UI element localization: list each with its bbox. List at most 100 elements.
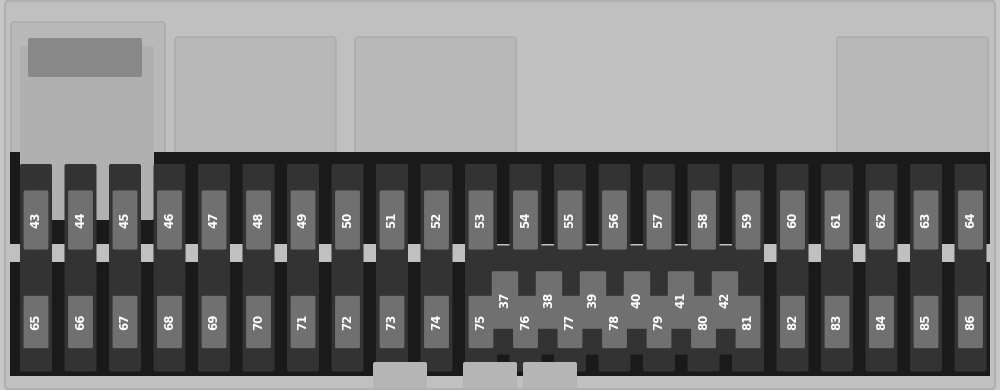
Text: 82: 82 — [786, 314, 799, 330]
FancyBboxPatch shape — [776, 164, 808, 276]
FancyBboxPatch shape — [424, 296, 449, 348]
FancyBboxPatch shape — [602, 296, 627, 348]
Text: 45: 45 — [119, 212, 132, 228]
FancyBboxPatch shape — [558, 296, 582, 348]
FancyBboxPatch shape — [113, 190, 137, 250]
FancyBboxPatch shape — [469, 296, 493, 348]
FancyBboxPatch shape — [602, 190, 627, 250]
Text: 54: 54 — [519, 212, 532, 228]
Text: 56: 56 — [608, 212, 621, 228]
FancyBboxPatch shape — [866, 164, 898, 276]
FancyBboxPatch shape — [332, 273, 364, 372]
FancyBboxPatch shape — [643, 273, 675, 372]
FancyBboxPatch shape — [825, 190, 849, 250]
FancyBboxPatch shape — [668, 271, 694, 329]
FancyBboxPatch shape — [732, 273, 764, 372]
FancyBboxPatch shape — [376, 273, 408, 372]
FancyBboxPatch shape — [291, 190, 315, 250]
FancyBboxPatch shape — [5, 1, 995, 389]
Text: 78: 78 — [608, 314, 621, 330]
Text: 81: 81 — [742, 314, 755, 330]
FancyBboxPatch shape — [380, 296, 404, 348]
FancyBboxPatch shape — [68, 190, 93, 250]
Text: 63: 63 — [920, 212, 932, 228]
FancyBboxPatch shape — [688, 164, 720, 276]
FancyBboxPatch shape — [109, 273, 141, 372]
FancyBboxPatch shape — [20, 273, 52, 372]
Bar — [10, 244, 990, 262]
FancyBboxPatch shape — [376, 164, 408, 276]
Text: 61: 61 — [830, 212, 844, 228]
Text: 41: 41 — [674, 292, 688, 308]
FancyBboxPatch shape — [246, 190, 271, 250]
FancyBboxPatch shape — [647, 296, 671, 348]
FancyBboxPatch shape — [20, 164, 52, 276]
FancyBboxPatch shape — [469, 190, 493, 250]
Text: 71: 71 — [296, 314, 310, 330]
Text: 73: 73 — [386, 314, 398, 330]
FancyBboxPatch shape — [554, 164, 586, 276]
FancyBboxPatch shape — [620, 245, 654, 355]
FancyBboxPatch shape — [954, 273, 986, 372]
FancyBboxPatch shape — [202, 296, 226, 348]
FancyBboxPatch shape — [64, 164, 96, 276]
Bar — [487, 207, 751, 352]
FancyBboxPatch shape — [28, 38, 142, 77]
FancyBboxPatch shape — [643, 164, 675, 276]
FancyBboxPatch shape — [465, 273, 497, 372]
Text: 39: 39 — [586, 292, 600, 308]
FancyBboxPatch shape — [198, 164, 230, 276]
FancyBboxPatch shape — [420, 273, 452, 372]
FancyBboxPatch shape — [776, 273, 808, 372]
FancyBboxPatch shape — [154, 273, 186, 372]
FancyBboxPatch shape — [869, 296, 894, 348]
Text: 64: 64 — [964, 212, 977, 228]
FancyBboxPatch shape — [910, 273, 942, 372]
FancyBboxPatch shape — [954, 164, 986, 276]
FancyBboxPatch shape — [157, 296, 182, 348]
Text: 79: 79 — [652, 314, 666, 330]
FancyBboxPatch shape — [463, 362, 517, 388]
Text: 40: 40 — [631, 292, 644, 308]
Text: 38: 38 — [542, 292, 556, 308]
Text: 80: 80 — [697, 314, 710, 330]
FancyBboxPatch shape — [488, 245, 522, 355]
Text: 52: 52 — [430, 212, 443, 228]
Text: 50: 50 — [341, 212, 354, 228]
Text: 86: 86 — [964, 314, 977, 330]
Text: 49: 49 — [296, 212, 310, 228]
Text: 58: 58 — [697, 212, 710, 228]
FancyBboxPatch shape — [373, 362, 427, 388]
FancyBboxPatch shape — [287, 164, 319, 276]
FancyBboxPatch shape — [736, 190, 760, 250]
Text: 53: 53 — [475, 212, 488, 228]
FancyBboxPatch shape — [708, 245, 742, 355]
Text: 77: 77 — [564, 314, 576, 330]
Text: 65: 65 — [30, 314, 42, 330]
Text: 69: 69 — [208, 314, 220, 330]
FancyBboxPatch shape — [175, 37, 336, 198]
FancyBboxPatch shape — [780, 296, 805, 348]
FancyBboxPatch shape — [198, 273, 230, 372]
FancyBboxPatch shape — [64, 273, 96, 372]
Text: 47: 47 — [208, 212, 220, 228]
FancyBboxPatch shape — [24, 190, 48, 250]
FancyBboxPatch shape — [246, 296, 271, 348]
Text: 84: 84 — [875, 314, 888, 330]
Text: 70: 70 — [252, 314, 265, 330]
Text: 83: 83 — [830, 314, 844, 330]
FancyBboxPatch shape — [24, 296, 48, 348]
Text: 60: 60 — [786, 212, 799, 228]
Text: 59: 59 — [742, 212, 755, 228]
FancyBboxPatch shape — [732, 164, 764, 276]
FancyBboxPatch shape — [664, 245, 698, 355]
FancyBboxPatch shape — [914, 190, 938, 250]
FancyBboxPatch shape — [532, 245, 566, 355]
Text: 85: 85 — [920, 314, 932, 330]
Text: 67: 67 — [119, 314, 132, 330]
FancyBboxPatch shape — [109, 164, 141, 276]
FancyBboxPatch shape — [691, 296, 716, 348]
FancyBboxPatch shape — [910, 164, 942, 276]
Text: 62: 62 — [875, 212, 888, 228]
Text: 75: 75 — [475, 314, 488, 330]
